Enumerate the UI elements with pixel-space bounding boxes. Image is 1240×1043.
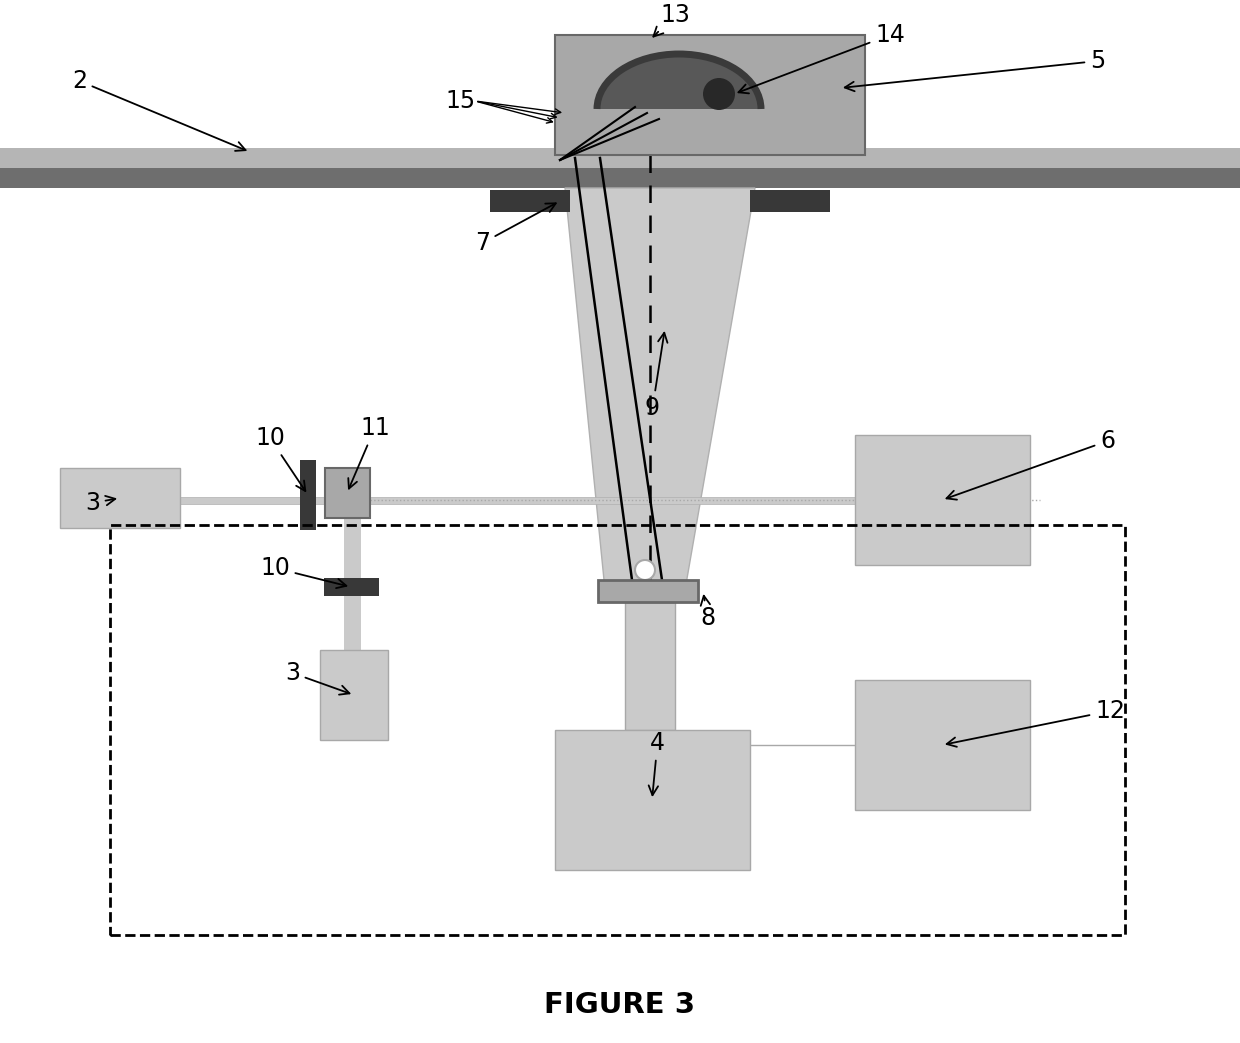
Text: 11: 11 xyxy=(348,416,389,488)
Text: 9: 9 xyxy=(645,333,667,420)
Text: FIGURE 3: FIGURE 3 xyxy=(544,991,696,1019)
Bar xyxy=(750,190,830,212)
Text: 5: 5 xyxy=(844,49,1105,91)
Bar xyxy=(556,35,866,155)
Bar xyxy=(110,525,1125,935)
Bar xyxy=(570,103,750,148)
Bar xyxy=(370,496,856,504)
Bar xyxy=(343,518,360,650)
Polygon shape xyxy=(565,188,755,590)
Text: 3: 3 xyxy=(285,661,350,695)
Text: 8: 8 xyxy=(701,596,715,630)
Text: 12: 12 xyxy=(946,699,1125,747)
Bar xyxy=(60,496,325,504)
Text: 14: 14 xyxy=(739,23,905,94)
Bar xyxy=(0,168,1240,188)
Text: 15: 15 xyxy=(445,89,475,113)
Bar xyxy=(60,468,180,528)
Text: 10: 10 xyxy=(260,556,346,588)
Polygon shape xyxy=(596,54,761,110)
Bar xyxy=(625,602,675,730)
Text: 3: 3 xyxy=(86,491,115,515)
Circle shape xyxy=(635,560,655,580)
Bar xyxy=(0,148,1240,168)
Circle shape xyxy=(703,78,735,110)
Bar xyxy=(598,580,698,602)
Text: 6: 6 xyxy=(946,429,1115,500)
Text: 7: 7 xyxy=(475,203,556,254)
Bar xyxy=(320,650,388,739)
Text: 10: 10 xyxy=(255,426,305,491)
Bar xyxy=(324,578,379,596)
Text: 13: 13 xyxy=(653,3,689,37)
Bar xyxy=(300,460,316,530)
Text: 2: 2 xyxy=(72,69,246,151)
Text: 4: 4 xyxy=(649,731,665,795)
Bar xyxy=(856,435,1030,565)
Bar xyxy=(856,680,1030,810)
Bar xyxy=(325,468,370,518)
Bar xyxy=(556,730,750,870)
Bar xyxy=(490,190,570,212)
